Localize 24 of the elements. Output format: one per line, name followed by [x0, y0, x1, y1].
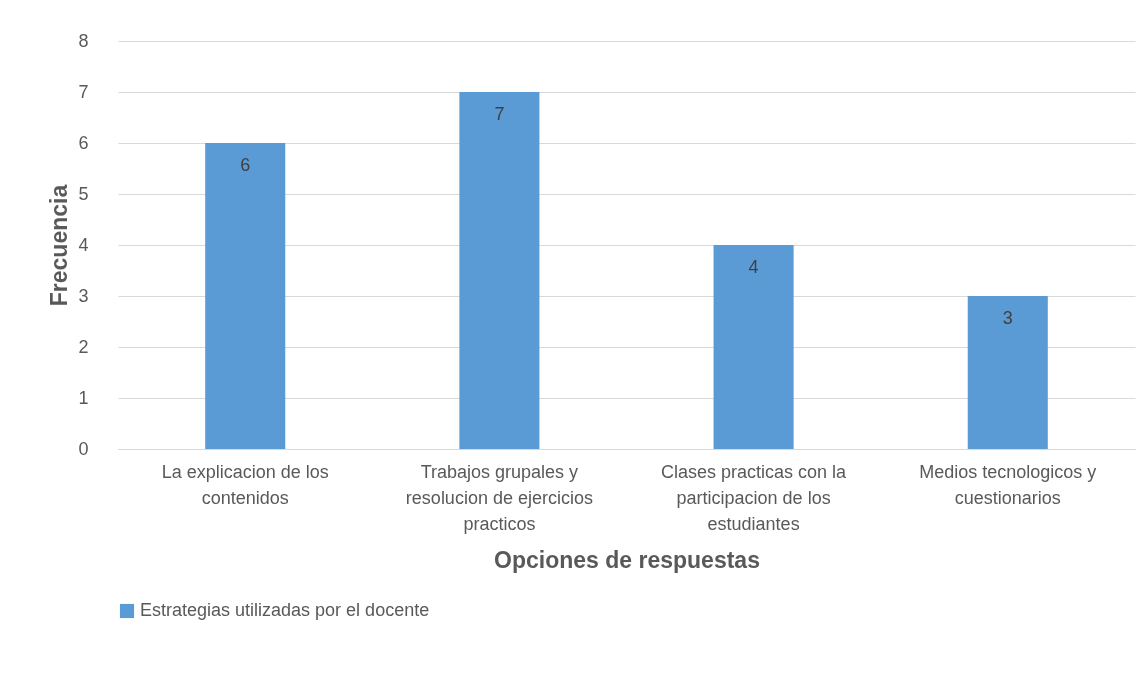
data-label: 3: [1002, 308, 1013, 328]
y-tick-label: 4: [78, 234, 89, 255]
y-tick-label: 3: [78, 285, 89, 306]
x-tick-label: Medios tecnologicos y cuestionarios: [919, 461, 1097, 508]
bar: [713, 245, 794, 449]
y-tick-label: 7: [78, 81, 89, 102]
legend-label: Estrategias utilizadas por el docente: [140, 600, 430, 620]
y-tick-label: 5: [78, 183, 89, 204]
data-label: 6: [240, 155, 251, 175]
x-tick-label: La explicacion de los contenidos: [161, 461, 329, 508]
y-tick-label: 8: [78, 30, 89, 51]
x-tick-label: Trabajos grupales y resolucion de ejercicios practicos: [405, 461, 593, 534]
y-tick-label: 1: [78, 387, 89, 408]
bar: [967, 296, 1048, 449]
data-label: 4: [748, 257, 759, 277]
bar: [205, 143, 286, 449]
y-tick-label: 2: [78, 336, 89, 357]
bar: [459, 92, 540, 449]
data-label: 7: [494, 104, 505, 124]
x-axis-title: Opciones de respuestas: [494, 546, 760, 573]
y-tick-label: 0: [78, 438, 89, 459]
y-tick-label: 6: [78, 132, 89, 153]
x-tick-label: Clases practicas con la participacion de los estudiantes: [661, 461, 848, 534]
y-axis-title: Frecuencia: [46, 184, 73, 307]
